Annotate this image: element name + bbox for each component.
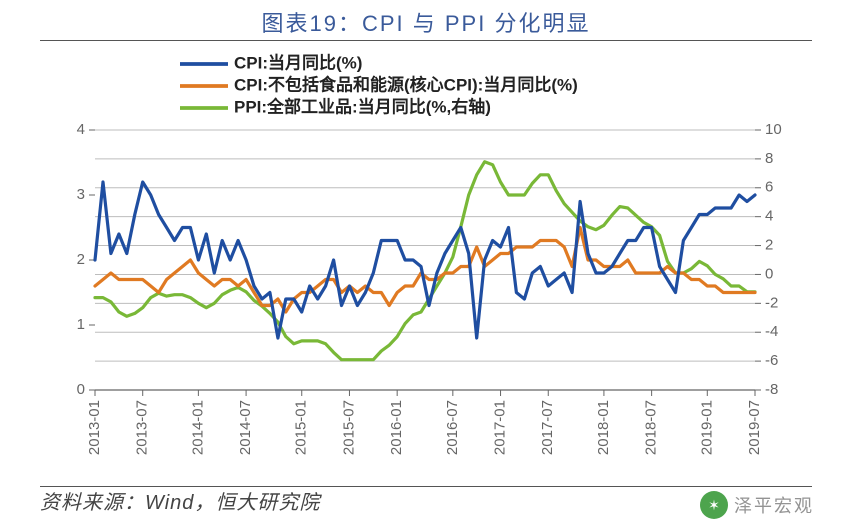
svg-text:2016-07: 2016-07 bbox=[444, 400, 461, 455]
svg-text:2013-07: 2013-07 bbox=[134, 400, 151, 455]
watermark: ✶ 泽平宏观 bbox=[700, 491, 814, 519]
svg-text:-6: -6 bbox=[765, 352, 778, 369]
wechat-icon: ✶ bbox=[700, 491, 728, 519]
title-rule bbox=[40, 40, 812, 41]
svg-text:CPI:当月同比(%): CPI:当月同比(%) bbox=[234, 52, 362, 72]
svg-text:2018-07: 2018-07 bbox=[643, 400, 660, 455]
svg-text:8: 8 bbox=[765, 150, 773, 167]
svg-text:2017-07: 2017-07 bbox=[539, 400, 556, 455]
svg-text:2015-01: 2015-01 bbox=[293, 400, 310, 455]
svg-text:4: 4 bbox=[77, 121, 85, 138]
svg-text:2016-01: 2016-01 bbox=[388, 400, 405, 455]
svg-text:2014-01: 2014-01 bbox=[189, 400, 206, 455]
chart-area: 2013-01 2013-07 2014-01 2014-07 2015-01 2015-… bbox=[40, 50, 812, 479]
svg-text:-2: -2 bbox=[765, 294, 778, 311]
svg-text:3: 3 bbox=[77, 186, 85, 203]
svg-text:6: 6 bbox=[765, 179, 773, 196]
chart-title: 图表19：CPI 与 PPI 分化明显 bbox=[0, 6, 852, 38]
svg-text:2019-01: 2019-01 bbox=[698, 400, 715, 455]
svg-text:1: 1 bbox=[77, 316, 85, 333]
line-chart: 2013-01 2013-07 2014-01 2014-07 2015-01 2015-… bbox=[40, 50, 810, 470]
svg-text:2013-01: 2013-01 bbox=[86, 400, 103, 455]
svg-text:2015-07: 2015-07 bbox=[340, 400, 357, 455]
watermark-text: 泽平宏观 bbox=[734, 492, 814, 518]
svg-text:0: 0 bbox=[77, 381, 85, 398]
svg-text:2017-01: 2017-01 bbox=[492, 400, 509, 455]
svg-text:4: 4 bbox=[765, 208, 773, 225]
svg-text:-8: -8 bbox=[765, 381, 778, 398]
svg-text:-4: -4 bbox=[765, 323, 778, 340]
svg-text:2: 2 bbox=[77, 251, 85, 268]
svg-text:PPI:全部工业品:当月同比(%,右轴): PPI:全部工业品:当月同比(%,右轴) bbox=[234, 96, 491, 116]
source-text: 资料来源：Wind，恒大研究院 bbox=[40, 486, 320, 515]
svg-text:2019-07: 2019-07 bbox=[746, 400, 763, 455]
svg-text:0: 0 bbox=[765, 265, 773, 282]
svg-text:CPI:不包括食品和能源(核心CPI):当月同比(%): CPI:不包括食品和能源(核心CPI):当月同比(%) bbox=[234, 74, 578, 94]
svg-text:10: 10 bbox=[765, 121, 782, 138]
svg-text:2018-01: 2018-01 bbox=[595, 400, 612, 455]
svg-text:2014-07: 2014-07 bbox=[237, 400, 254, 455]
svg-text:2: 2 bbox=[765, 237, 773, 254]
